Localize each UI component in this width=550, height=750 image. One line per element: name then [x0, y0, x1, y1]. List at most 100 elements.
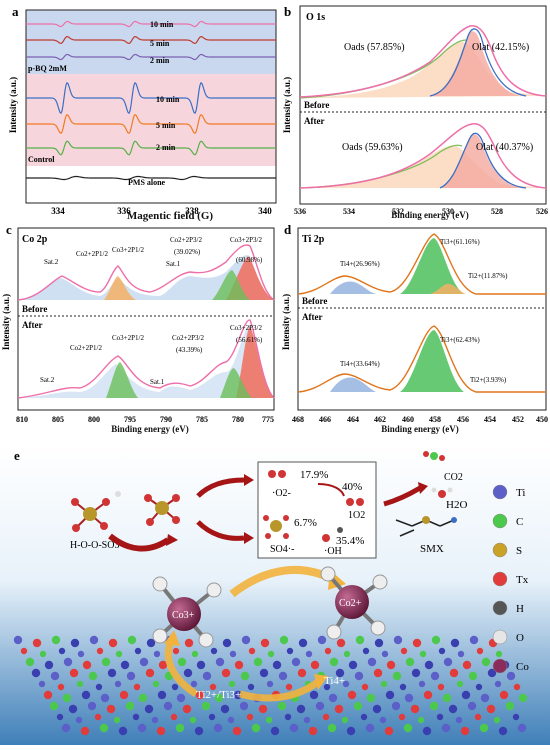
lattice-atom — [441, 723, 451, 733]
top-envelope — [297, 233, 546, 295]
lattice-atom — [431, 635, 441, 645]
arrow-head — [314, 674, 328, 690]
lattice-atom — [100, 693, 110, 703]
panel-d-ylabel: Intensity (a.u.) — [281, 294, 291, 350]
xtick: 795 — [124, 415, 136, 424]
lattice-atom — [279, 635, 289, 645]
lattice-atom — [494, 680, 502, 688]
lattice-atom — [120, 660, 130, 670]
lattice-atom — [137, 723, 147, 733]
lattice-atom — [353, 701, 363, 711]
panel-c-title: Co 2p — [22, 234, 48, 245]
panel-b-letter: b — [284, 4, 291, 19]
panel-a-letter: a — [12, 4, 19, 19]
legend-swatch — [492, 571, 508, 587]
panel-b-title: O 1s — [306, 12, 325, 23]
xtick: 785 — [196, 415, 208, 424]
lattice-atom — [342, 680, 350, 688]
pms-alone-label: PMS alone — [128, 178, 166, 187]
arrow-products — [383, 485, 422, 507]
xtick: 805 — [52, 415, 64, 424]
after-label: After — [304, 116, 324, 126]
lattice-atom — [506, 671, 516, 681]
lattice-atom — [348, 660, 358, 670]
lattice-atom — [183, 668, 193, 678]
lattice-atom — [317, 635, 327, 645]
lattice-atom — [163, 701, 173, 711]
xtick: 800 — [88, 415, 100, 424]
lattice-atom — [228, 680, 236, 688]
bot-label-co2-12: Co2+2P1/2 — [70, 344, 102, 352]
lattice-atom — [448, 704, 458, 714]
lattice-atom — [221, 668, 231, 678]
h2o-label: H2O — [446, 499, 467, 511]
lattice-atom — [44, 660, 54, 670]
lattice-atom — [437, 683, 445, 691]
lattice-atom — [99, 723, 109, 733]
legend-label: H — [516, 603, 524, 615]
panel-a-epr-chart: a 10 min 5 min 2 min p-BQ 2mM 10 min 5 m… — [8, 4, 277, 216]
co2-complex — [320, 566, 388, 640]
lattice-atom — [417, 716, 425, 724]
pbq-label: p-BQ 2mM — [28, 64, 67, 73]
lattice-atom — [512, 713, 520, 721]
arrow-ti-to-ti4 — [239, 679, 321, 702]
bot-oads-label: Oads (59.63%) — [342, 142, 403, 153]
lattice-atom — [49, 701, 59, 711]
xtick: 526 — [536, 207, 548, 216]
control-time-2: 2 min — [156, 143, 176, 152]
lattice-atom — [474, 713, 482, 721]
lattice-atom — [151, 716, 159, 724]
lattice-atom — [32, 638, 42, 648]
lattice-atom — [101, 657, 111, 667]
lattice-atom — [495, 650, 503, 658]
bot-label-co2-pct: (43.39%) — [176, 346, 203, 354]
xtick: 454 — [484, 415, 496, 424]
xtick: 532 — [392, 207, 404, 216]
xtick: 810 — [16, 415, 28, 424]
xtick: 468 — [292, 415, 304, 424]
lattice-atom — [398, 713, 406, 721]
lattice-atom — [202, 671, 212, 681]
lattice-atom — [419, 650, 427, 658]
lattice-atom — [115, 650, 123, 658]
lattice-atom — [81, 690, 91, 700]
lattice-atom — [393, 635, 403, 645]
legend-label: Ti — [516, 487, 525, 499]
epr-spectrum-line — [26, 140, 276, 156]
lattice-atom — [139, 657, 149, 667]
panel-b: b O 1s Oads (57.85%) Olat (42.15%) Oads … — [280, 0, 550, 222]
lattice-atom — [260, 638, 270, 648]
co2-label: CO2 — [444, 472, 463, 483]
lattice-atom — [381, 650, 389, 658]
lattice-atom — [412, 638, 422, 648]
epr-spectrum-line — [26, 53, 276, 61]
top-ti2-fill — [430, 283, 466, 294]
top-olat-fill — [430, 31, 520, 96]
lattice-atom — [384, 726, 394, 736]
xtick: 534 — [343, 207, 355, 216]
lattice-atom — [62, 693, 72, 703]
lattice-atom — [108, 638, 118, 648]
panel-e: e H-O-O-SO3 — [0, 444, 550, 745]
ti4-label: Ti4+ — [324, 675, 345, 687]
lattice-atom — [410, 704, 420, 714]
lattice-atom — [189, 716, 197, 724]
lattice-atom — [493, 716, 501, 724]
lattice-atom — [210, 647, 218, 655]
lattice-atom — [57, 683, 65, 691]
lattice-atom — [39, 650, 47, 658]
lattice-atom — [284, 713, 292, 721]
lattice-atom — [75, 716, 83, 724]
lattice-atom — [360, 713, 368, 721]
lattice-atom — [270, 726, 280, 736]
lattice-atom — [278, 671, 288, 681]
panel-b-xticks: 536 534 532 530 528 526 — [294, 207, 548, 216]
lattice-atom — [51, 635, 61, 645]
xtick: 780 — [232, 415, 244, 424]
lattice-atom — [436, 713, 444, 721]
top-co3-12-fill — [104, 276, 136, 300]
lattice-atom — [240, 671, 250, 681]
top-envelope — [17, 244, 275, 301]
panel-d: d Ti 2p Ti4+(26.96%) Ti3+(61.16%) Ti2+(1… — [280, 222, 550, 444]
